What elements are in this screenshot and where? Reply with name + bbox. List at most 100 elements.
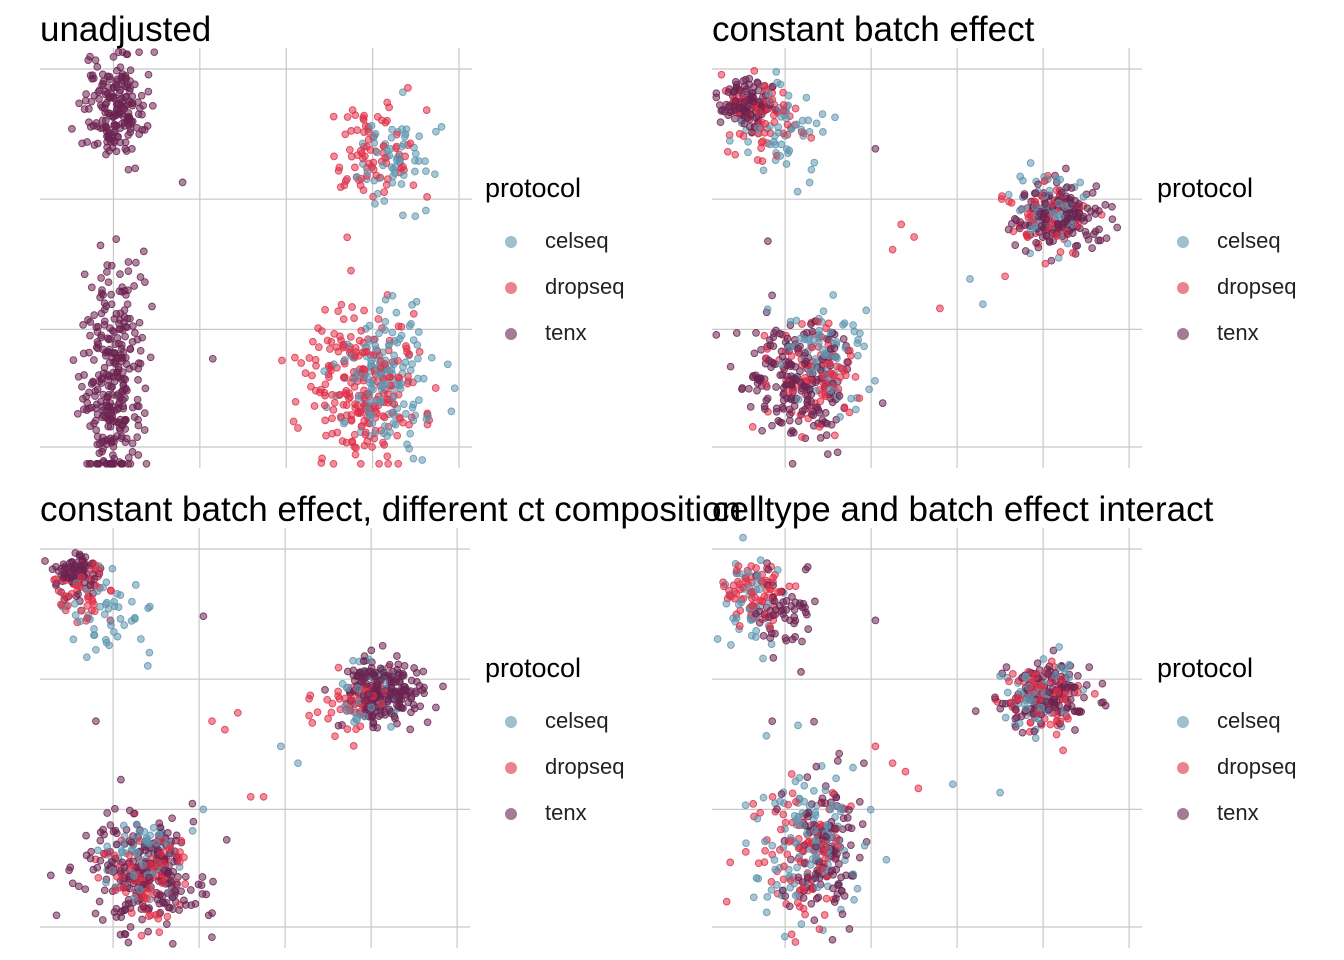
scatter-point-tenx — [838, 910, 847, 918]
scatter-point-tenx — [843, 358, 852, 366]
scatter-point-celseq — [832, 774, 840, 783]
scatter-point-celseq — [131, 581, 140, 589]
scatter-point-tenx — [173, 880, 181, 889]
scatter-point-dropseq — [88, 597, 97, 606]
legend-item-dropseq: dropseq — [485, 744, 625, 790]
scatter-point-dropseq — [741, 848, 750, 856]
scatter-point-tenx — [411, 687, 420, 696]
scatter-point-celseq — [793, 863, 801, 872]
scatter-point-dropseq — [787, 352, 796, 360]
scatter-point-celseq — [414, 354, 422, 363]
scatter-point-dropseq — [101, 850, 110, 859]
scatter-point-dropseq — [350, 383, 359, 391]
scatter-point-celseq — [116, 591, 125, 599]
scatter-point-tenx — [92, 426, 101, 434]
scatter-point-tenx — [1092, 182, 1101, 190]
scatter-point-dropseq — [384, 459, 393, 468]
legend-label: dropseq — [1217, 754, 1297, 779]
scatter-point-tenx — [815, 857, 823, 866]
scatter-point-dropseq — [370, 434, 379, 443]
scatter-point-dropseq — [798, 320, 806, 328]
scatter-point-celseq — [132, 849, 140, 857]
scatter-point-dropseq — [837, 364, 846, 373]
scatter-point-dropseq — [799, 884, 808, 893]
panel-title: celltype and batch effect interact — [712, 490, 1214, 529]
scatter-point-dropseq — [394, 373, 403, 382]
scatter-point-celseq — [105, 641, 113, 650]
scatter-point-tenx — [107, 300, 116, 309]
scatter-point-tenx — [107, 261, 116, 270]
scatter-point-dropseq — [1027, 209, 1035, 217]
scatter-point-dropseq — [125, 851, 134, 859]
scatter-point-dropseq — [1056, 248, 1065, 256]
scatter-point-dropseq — [317, 459, 326, 467]
legend-dot — [505, 762, 517, 774]
scatter-point-celseq — [1039, 655, 1048, 663]
scatter-point-celseq — [765, 90, 773, 98]
scatter-point-tenx — [124, 459, 132, 468]
scatter-point-tenx — [804, 873, 812, 882]
scatter-point-dropseq — [747, 562, 756, 570]
scatter-point-tenx — [80, 371, 88, 379]
scatter-point-dropseq — [309, 337, 317, 346]
scatter-point-celseq — [1028, 697, 1037, 705]
scatter-point-dropseq — [351, 163, 359, 172]
scatter-point-tenx — [100, 363, 109, 372]
scatter-point-celseq — [770, 132, 779, 140]
scatter-point-tenx — [797, 387, 806, 395]
scatter-point-celseq — [351, 375, 359, 384]
scatter-point-dropseq — [409, 309, 418, 318]
scatter-point-tenx — [126, 77, 134, 85]
scatter-point-dropseq — [1056, 717, 1065, 726]
scatter-point-tenx — [390, 712, 399, 721]
scatter-point-celseq — [807, 368, 816, 376]
scatter-point-dropseq — [770, 118, 779, 126]
scatter-point-dropseq — [343, 233, 352, 242]
scatter-point-tenx — [1047, 256, 1056, 265]
scatter-point-tenx — [855, 853, 864, 862]
scatter-point-celseq — [388, 125, 396, 134]
scatter-point-tenx — [82, 831, 90, 840]
legend-swatch — [501, 804, 519, 822]
scatter-point-tenx — [106, 399, 114, 407]
scatter-point-celseq — [806, 861, 815, 869]
scatter-point-tenx — [1039, 209, 1048, 218]
scatter-point-dropseq — [373, 112, 382, 121]
scatter-point-tenx — [68, 125, 76, 133]
scatter-point-dropseq — [329, 406, 338, 414]
scatter-point-celseq — [381, 317, 390, 326]
scatter-point-tenx — [1063, 230, 1072, 238]
scatter-point-tenx — [1066, 681, 1075, 690]
scatter-point-tenx — [166, 876, 175, 885]
scatter-point-tenx — [86, 331, 94, 340]
legend-item-celseq: celseq — [485, 698, 625, 744]
scatter-point-tenx — [97, 397, 105, 406]
scatter-point-tenx — [1001, 699, 1010, 708]
scatter-point-celseq — [839, 320, 847, 329]
scatter-point-tenx — [126, 923, 135, 931]
scatter-point-celseq — [1050, 209, 1059, 217]
scatter-point-dropseq — [177, 836, 186, 845]
scatter-point-celseq — [127, 617, 136, 625]
scatter-point-dropseq — [822, 324, 830, 332]
scatter-point-dropseq — [1090, 690, 1099, 698]
scatter-point-tenx — [113, 405, 122, 414]
scatter-point-tenx — [61, 562, 69, 571]
scatter-point-tenx — [791, 598, 800, 607]
scatter-point-dropseq — [351, 404, 360, 412]
scatter-point-celseq — [849, 870, 858, 879]
scatter-point-tenx — [128, 448, 137, 456]
scatter-point-celseq — [373, 189, 382, 198]
scatter-point-tenx — [1044, 669, 1052, 678]
scatter-point-tenx — [104, 278, 113, 287]
scatter-point-tenx — [378, 641, 387, 650]
scatter-point-dropseq — [888, 245, 897, 254]
scatter-point-dropseq — [768, 793, 777, 801]
scatter-point-tenx — [168, 939, 177, 948]
scatter-point-celseq — [1076, 178, 1085, 187]
scatter-point-celseq — [860, 342, 868, 351]
scatter-point-tenx — [100, 886, 109, 895]
scatter-point-dropseq — [334, 692, 342, 700]
scatter-point-tenx — [726, 362, 735, 371]
scatter-point-celseq — [385, 340, 393, 349]
